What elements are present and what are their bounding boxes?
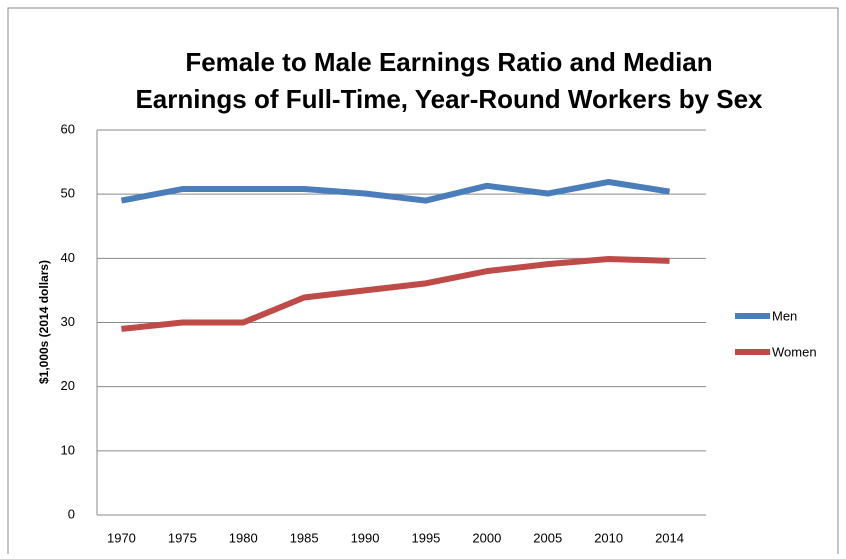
x-tick-label: 2005 — [533, 530, 562, 545]
x-tick-label: 1990 — [351, 530, 380, 545]
y-tick-label: 30 — [61, 314, 75, 329]
x-tick-label: 2010 — [594, 530, 623, 545]
x-tick-label: 1975 — [168, 530, 197, 545]
line-series — [121, 255, 670, 332]
y-tick-label: 60 — [61, 121, 75, 136]
chart-title: Earnings of Full-Time, Year-Round Worker… — [135, 84, 763, 114]
x-tick-label: 2000 — [472, 530, 501, 545]
x-tick-label: 2014 — [655, 530, 684, 545]
y-tick-label: 50 — [61, 186, 75, 201]
y-tick-label: 10 — [61, 442, 75, 457]
x-tick-label: 1980 — [229, 530, 258, 545]
legend-label: Women — [772, 344, 817, 359]
x-tick-label: 1970 — [107, 530, 136, 545]
y-axis-label: $1,000s (2014 dollars) — [37, 260, 51, 384]
x-tick-label: 1995 — [411, 530, 440, 545]
chart-title: Female to Male Earnings Ratio and Median — [185, 47, 712, 77]
legend-label: Men — [772, 308, 797, 323]
y-tick-label: 20 — [61, 378, 75, 393]
x-tick-label: 1985 — [290, 530, 319, 545]
line-series — [120, 178, 671, 204]
y-tick-label: 40 — [61, 250, 75, 265]
y-tick-label: 0 — [68, 506, 75, 521]
